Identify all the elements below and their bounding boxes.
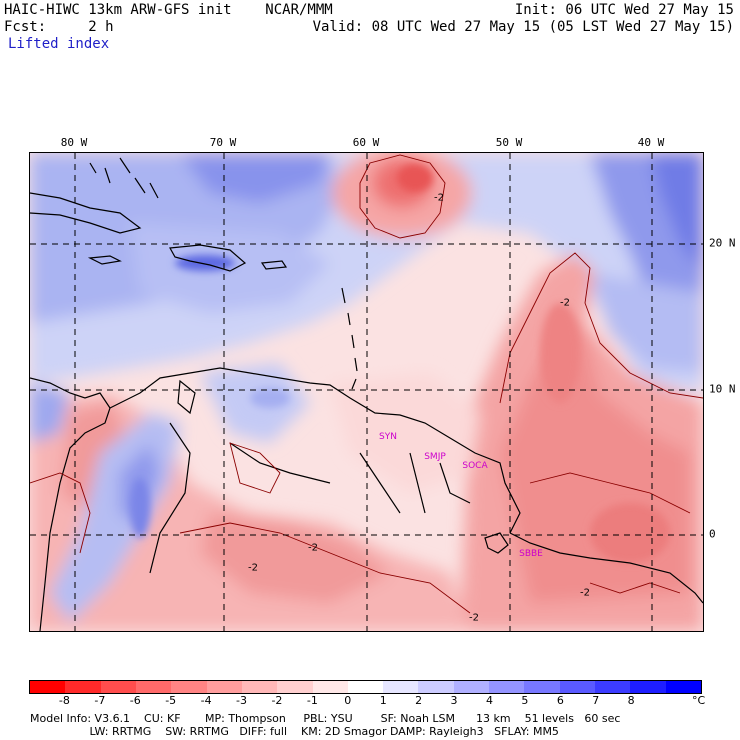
lat-lon-grid <box>30 153 703 631</box>
colorbar-swatch <box>277 681 313 693</box>
colorbar-swatch <box>206 681 242 693</box>
amazon-delta <box>484 532 509 554</box>
station-sbbe: SBBE <box>519 549 543 559</box>
contour-label: -2 <box>560 297 570 309</box>
colorbar-tick-label: -1 <box>306 694 318 707</box>
colorbar-swatch <box>595 681 631 693</box>
colorbar-tick-label: -6 <box>129 694 141 707</box>
colorbar-unit: °C <box>692 694 706 707</box>
colorbar-tick-label: 3 <box>450 694 458 707</box>
colorbar-tick-label: -4 <box>200 694 212 707</box>
colorbar-swatch <box>418 681 454 693</box>
colorbar-tick-label: 1 <box>379 694 387 707</box>
model-title: HAIC-HIWC 13km ARW-GFS init NCAR/MMM <box>4 2 333 18</box>
colorbar-swatch <box>241 681 278 693</box>
cuba-coast <box>30 192 142 234</box>
colorbar-ticks: -8 -7 -6 -5 -4 -3 -2 -1 0 1 2 3 4 5 6 7 8 <box>29 694 702 710</box>
contour-label: -2 <box>580 587 590 599</box>
colorbar-swatch <box>453 681 490 693</box>
map-panel: SYN SMJP SOCA SBBE -2 -2 -2 -2 -2 -2 <box>29 152 704 632</box>
brazil-coast <box>509 532 703 604</box>
contour-label: -2 <box>248 562 258 574</box>
lat-label-20n: 20 N <box>709 236 736 250</box>
shaded-detail <box>130 164 670 563</box>
colorbar-tick-label: -2 <box>271 694 283 707</box>
colorbar-swatch <box>559 681 595 693</box>
colorbar-swatch <box>489 681 525 693</box>
model-info-line2: LW: RRTMG SW: RRTMG DIFF: full KM: 2D Sm… <box>30 725 559 738</box>
colorbar-tick-label: 7 <box>592 694 600 707</box>
hispaniola-coast <box>169 244 247 272</box>
colorbar-tick-label: -7 <box>94 694 106 707</box>
colorbar-tick-label: 4 <box>485 694 493 707</box>
colorbar-tick-label: 6 <box>556 694 564 707</box>
colorbar-tick-label: 2 <box>415 694 423 707</box>
bahamas-coast <box>89 157 159 199</box>
lat-label-0: 0 <box>709 527 716 541</box>
lake-maracaibo <box>177 379 196 415</box>
lon-label-80w: 80 W <box>60 136 88 149</box>
colorbar-swatch <box>630 681 666 693</box>
colorbar-swatch <box>171 681 207 693</box>
colorbar-tick-label: -8 <box>58 694 70 707</box>
lon-label-40w: 40 W <box>637 136 665 149</box>
field-name: Lifted index <box>8 36 110 52</box>
valid-time: Valid: 08 UTC Wed 27 May 15 (05 LST Wed … <box>312 19 734 35</box>
lon-label-70w: 70 W <box>209 136 237 149</box>
lat-label-10n: 10 N <box>709 382 736 396</box>
forecast-hour: Fcst: 2 h <box>4 19 114 35</box>
colorbar-swatch <box>135 681 172 693</box>
colorbar-swatch <box>383 681 419 693</box>
lon-label-60w: 60 W <box>352 136 380 149</box>
contour-label: -2 <box>308 542 318 554</box>
init-time: Init: 06 UTC Wed 27 May 15 <box>514 2 734 18</box>
puerto-rico-coast <box>260 260 288 270</box>
south-america-north-coast <box>109 367 521 534</box>
colorbar-tick-label: 0 <box>344 694 352 707</box>
colorbar-swatch <box>312 681 348 693</box>
station-soca: SOCA <box>462 461 488 471</box>
lesser-antilles-coast <box>341 287 358 390</box>
contour-label: -2 <box>469 612 479 624</box>
lifted-index-field <box>30 153 703 631</box>
colorbar-tick-label: -3 <box>236 694 247 707</box>
contours <box>30 154 703 614</box>
colorbar <box>29 680 702 694</box>
colorbar-swatch <box>347 681 384 693</box>
colorbar-swatch <box>524 681 560 693</box>
colorbar-tick-label: 5 <box>521 694 529 707</box>
station-syn: SYN <box>379 432 397 442</box>
colorbar-swatch <box>665 681 701 693</box>
lon-label-50w: 50 W <box>495 136 523 149</box>
colorbar-swatch <box>30 681 66 693</box>
colorbar-tick-label: -5 <box>165 694 177 707</box>
colorbar-tick-label: 8 <box>627 694 635 707</box>
jamaica-coast <box>87 255 122 265</box>
station-smjp: SMJP <box>424 452 446 462</box>
central-america-coast <box>30 377 111 631</box>
colorbar-swatch <box>100 681 136 693</box>
model-info-line1: Model Info: V3.6.1 CU: KF MP: Thompson P… <box>30 712 621 725</box>
colorbar-swatch <box>65 681 101 693</box>
contour-label: -2 <box>434 192 444 204</box>
coastlines <box>30 157 703 631</box>
